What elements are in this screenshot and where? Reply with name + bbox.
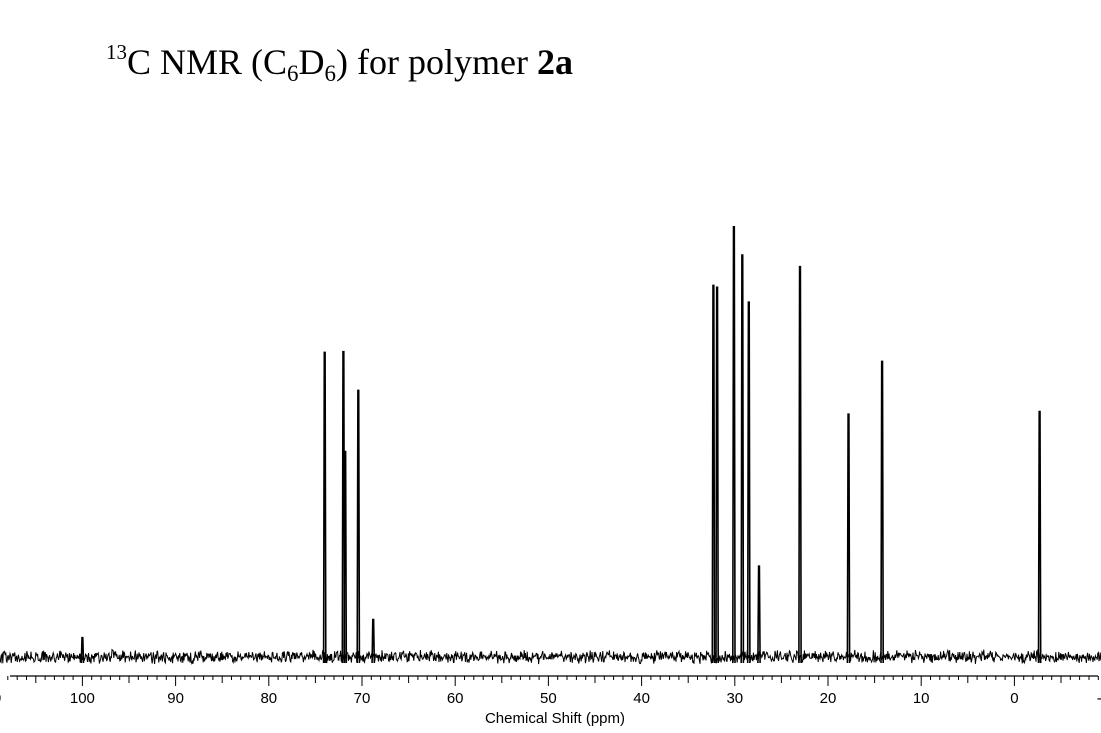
x-tick-label: 0 bbox=[1010, 690, 1018, 707]
x-tick-label: 60 bbox=[447, 690, 464, 707]
spectrum-peak bbox=[343, 450, 348, 664]
spectrum-peak bbox=[371, 618, 376, 664]
spectrum-peak bbox=[732, 226, 736, 664]
spectrum-peak bbox=[1037, 410, 1042, 664]
spectrum-peak bbox=[757, 565, 761, 664]
spectrum-peak bbox=[715, 286, 719, 664]
plot-area bbox=[0, 226, 1101, 665]
x-tick-label: 50 bbox=[540, 690, 557, 707]
x-tick-label: 110 bbox=[0, 690, 1, 707]
x-tick-label: 20 bbox=[820, 690, 837, 707]
x-tick-label: 10 bbox=[913, 690, 930, 707]
spectrum-peak bbox=[80, 636, 85, 664]
chart-title: 13C NMR (C6D6) for polymer 2a bbox=[106, 40, 573, 86]
x-tick-label: 70 bbox=[354, 690, 371, 707]
spectrum-peak bbox=[880, 360, 884, 664]
spectrum-peak bbox=[322, 351, 327, 664]
spectrum-peak bbox=[846, 413, 851, 664]
x-tick-label: -10 bbox=[1097, 690, 1101, 707]
x-tick-label: 40 bbox=[633, 690, 650, 707]
x-tick-label: 100 bbox=[70, 690, 95, 707]
x-tick-label: 90 bbox=[167, 690, 184, 707]
spectrum-peak bbox=[356, 389, 361, 664]
x-axis-title: Chemical Shift (ppm) bbox=[485, 710, 625, 727]
spectrum-baseline bbox=[0, 648, 1101, 665]
x-axis: 1301201101009080706050403020100-10 bbox=[0, 675, 1101, 707]
spectrum-peak bbox=[711, 284, 716, 664]
spectrum-peak bbox=[746, 301, 751, 664]
x-tick-label: 30 bbox=[726, 690, 743, 707]
spectrum-peak bbox=[740, 254, 745, 664]
x-tick-label: 80 bbox=[260, 690, 277, 707]
spectrum-peak bbox=[798, 265, 802, 664]
